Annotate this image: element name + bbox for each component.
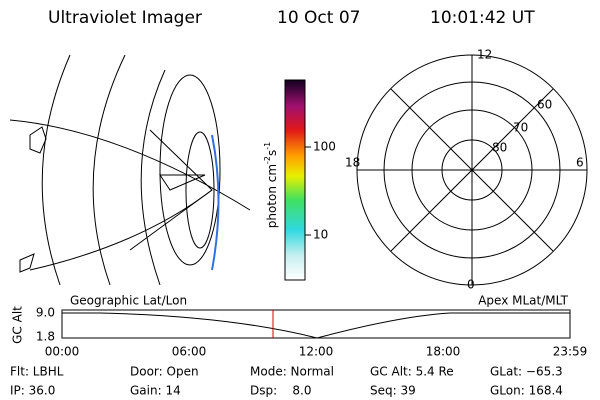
- x-label: 18:00: [426, 345, 461, 359]
- info-field: Flt: LBHL: [10, 365, 64, 379]
- info-field: IP: 36.0: [10, 384, 55, 398]
- info-field: GC Alt: 5.4 Re: [370, 365, 454, 379]
- info-field: Door: Open: [130, 365, 199, 379]
- lat-label: 60: [537, 98, 552, 112]
- mlt-label: 12: [477, 48, 492, 62]
- mlt-label: 6: [576, 156, 584, 170]
- x-label: 12:00: [299, 345, 334, 359]
- polar-label: Apex MLat/MLT: [478, 294, 568, 308]
- x-label: 23:59: [553, 345, 588, 359]
- colorbar-label: photon cm-2s-1: [263, 142, 279, 229]
- unit: s: [265, 150, 279, 156]
- x-labels: 00:00 06:00 12:00 18:00 23:59: [45, 345, 588, 359]
- mlt-label: 18: [345, 156, 360, 170]
- info-field: GLat: −65.3: [490, 365, 563, 379]
- mlt-label: 0: [467, 278, 475, 292]
- info-field: GLon: 168.4: [490, 384, 563, 398]
- axis-title: GC Alt: [11, 306, 25, 344]
- info-field: Dsp: 8.0: [250, 384, 312, 398]
- info-field: Seq: 39: [370, 384, 416, 398]
- colorbar-tick-label: 10: [313, 228, 328, 242]
- altitude-curve: [62, 312, 570, 339]
- x-label: 06:00: [172, 345, 207, 359]
- lat-label: 80: [492, 141, 507, 155]
- colorbar-tick-label: 100: [313, 140, 336, 154]
- info-panel: Flt: LBHL Door: Open Mode: Normal GC Alt: 5…: [10, 365, 563, 398]
- polar-plot: [356, 54, 588, 286]
- geographic-map: [9, 54, 251, 286]
- lat-label: 70: [513, 121, 528, 135]
- info-field: Mode: Normal: [250, 365, 334, 379]
- exponent: -2: [263, 156, 272, 164]
- exponent: -1: [263, 142, 272, 150]
- title: Ultraviolet Imager: [48, 8, 202, 28]
- time: 10:01:42 UT: [430, 8, 535, 28]
- info-field: Gain: 14: [130, 384, 181, 398]
- unit: photon cm: [265, 164, 279, 228]
- y-label: 1.8: [36, 330, 55, 344]
- x-label: 00:00: [45, 345, 80, 359]
- map-label: Geographic Lat/Lon: [70, 294, 187, 308]
- y-label: 9.0: [36, 306, 55, 320]
- date: 10 Oct 07: [277, 8, 360, 28]
- colorbar: [284, 79, 306, 281]
